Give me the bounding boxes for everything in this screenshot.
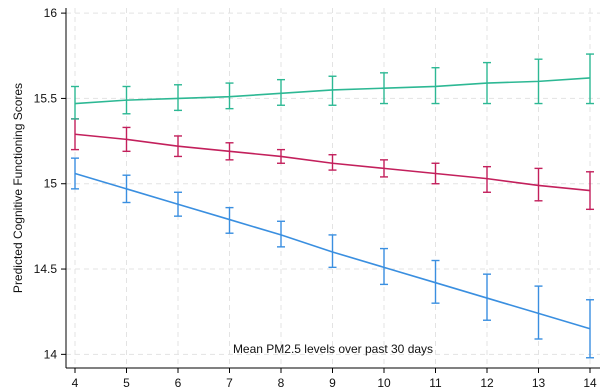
x-tick-label: 12 [480,376,494,390]
series-median [71,118,594,211]
x-tick-label: 5 [123,376,130,390]
y-tick-label: 14 [44,347,58,361]
y-tick-label: 15 [44,177,58,191]
x-tick-label: 8 [278,376,285,390]
plot-area [71,53,594,359]
y-tick-label: 15.5 [34,91,58,105]
y-axis-title: Predicted Cognitive Functioning Scores [11,83,25,293]
x-tick-label: 7 [226,376,233,390]
y-tick-label: 16 [44,6,58,20]
y-tick-label: 14.5 [34,262,58,276]
series-line [74,77,591,105]
x-tick-label: 10 [377,376,391,390]
series-line [74,172,591,330]
x-axis-title: Mean PM2.5 levels over past 30 days [233,342,433,356]
series-high-resilience [71,53,594,120]
series-low-resilience [71,157,594,359]
x-tick-label: 9 [329,376,336,390]
x-tick-label: 6 [175,376,182,390]
x-tick-label: 4 [72,376,79,390]
series-line [74,133,591,192]
x-tick-label: 13 [532,376,546,390]
x-tick-label: 11 [429,376,442,390]
grid [66,8,600,368]
axes: 14 14.5 15 15.5 16 4 5 6 7 8 9 10 11 12 13 14 [34,6,600,390]
x-tick-label: 14 [583,376,597,390]
